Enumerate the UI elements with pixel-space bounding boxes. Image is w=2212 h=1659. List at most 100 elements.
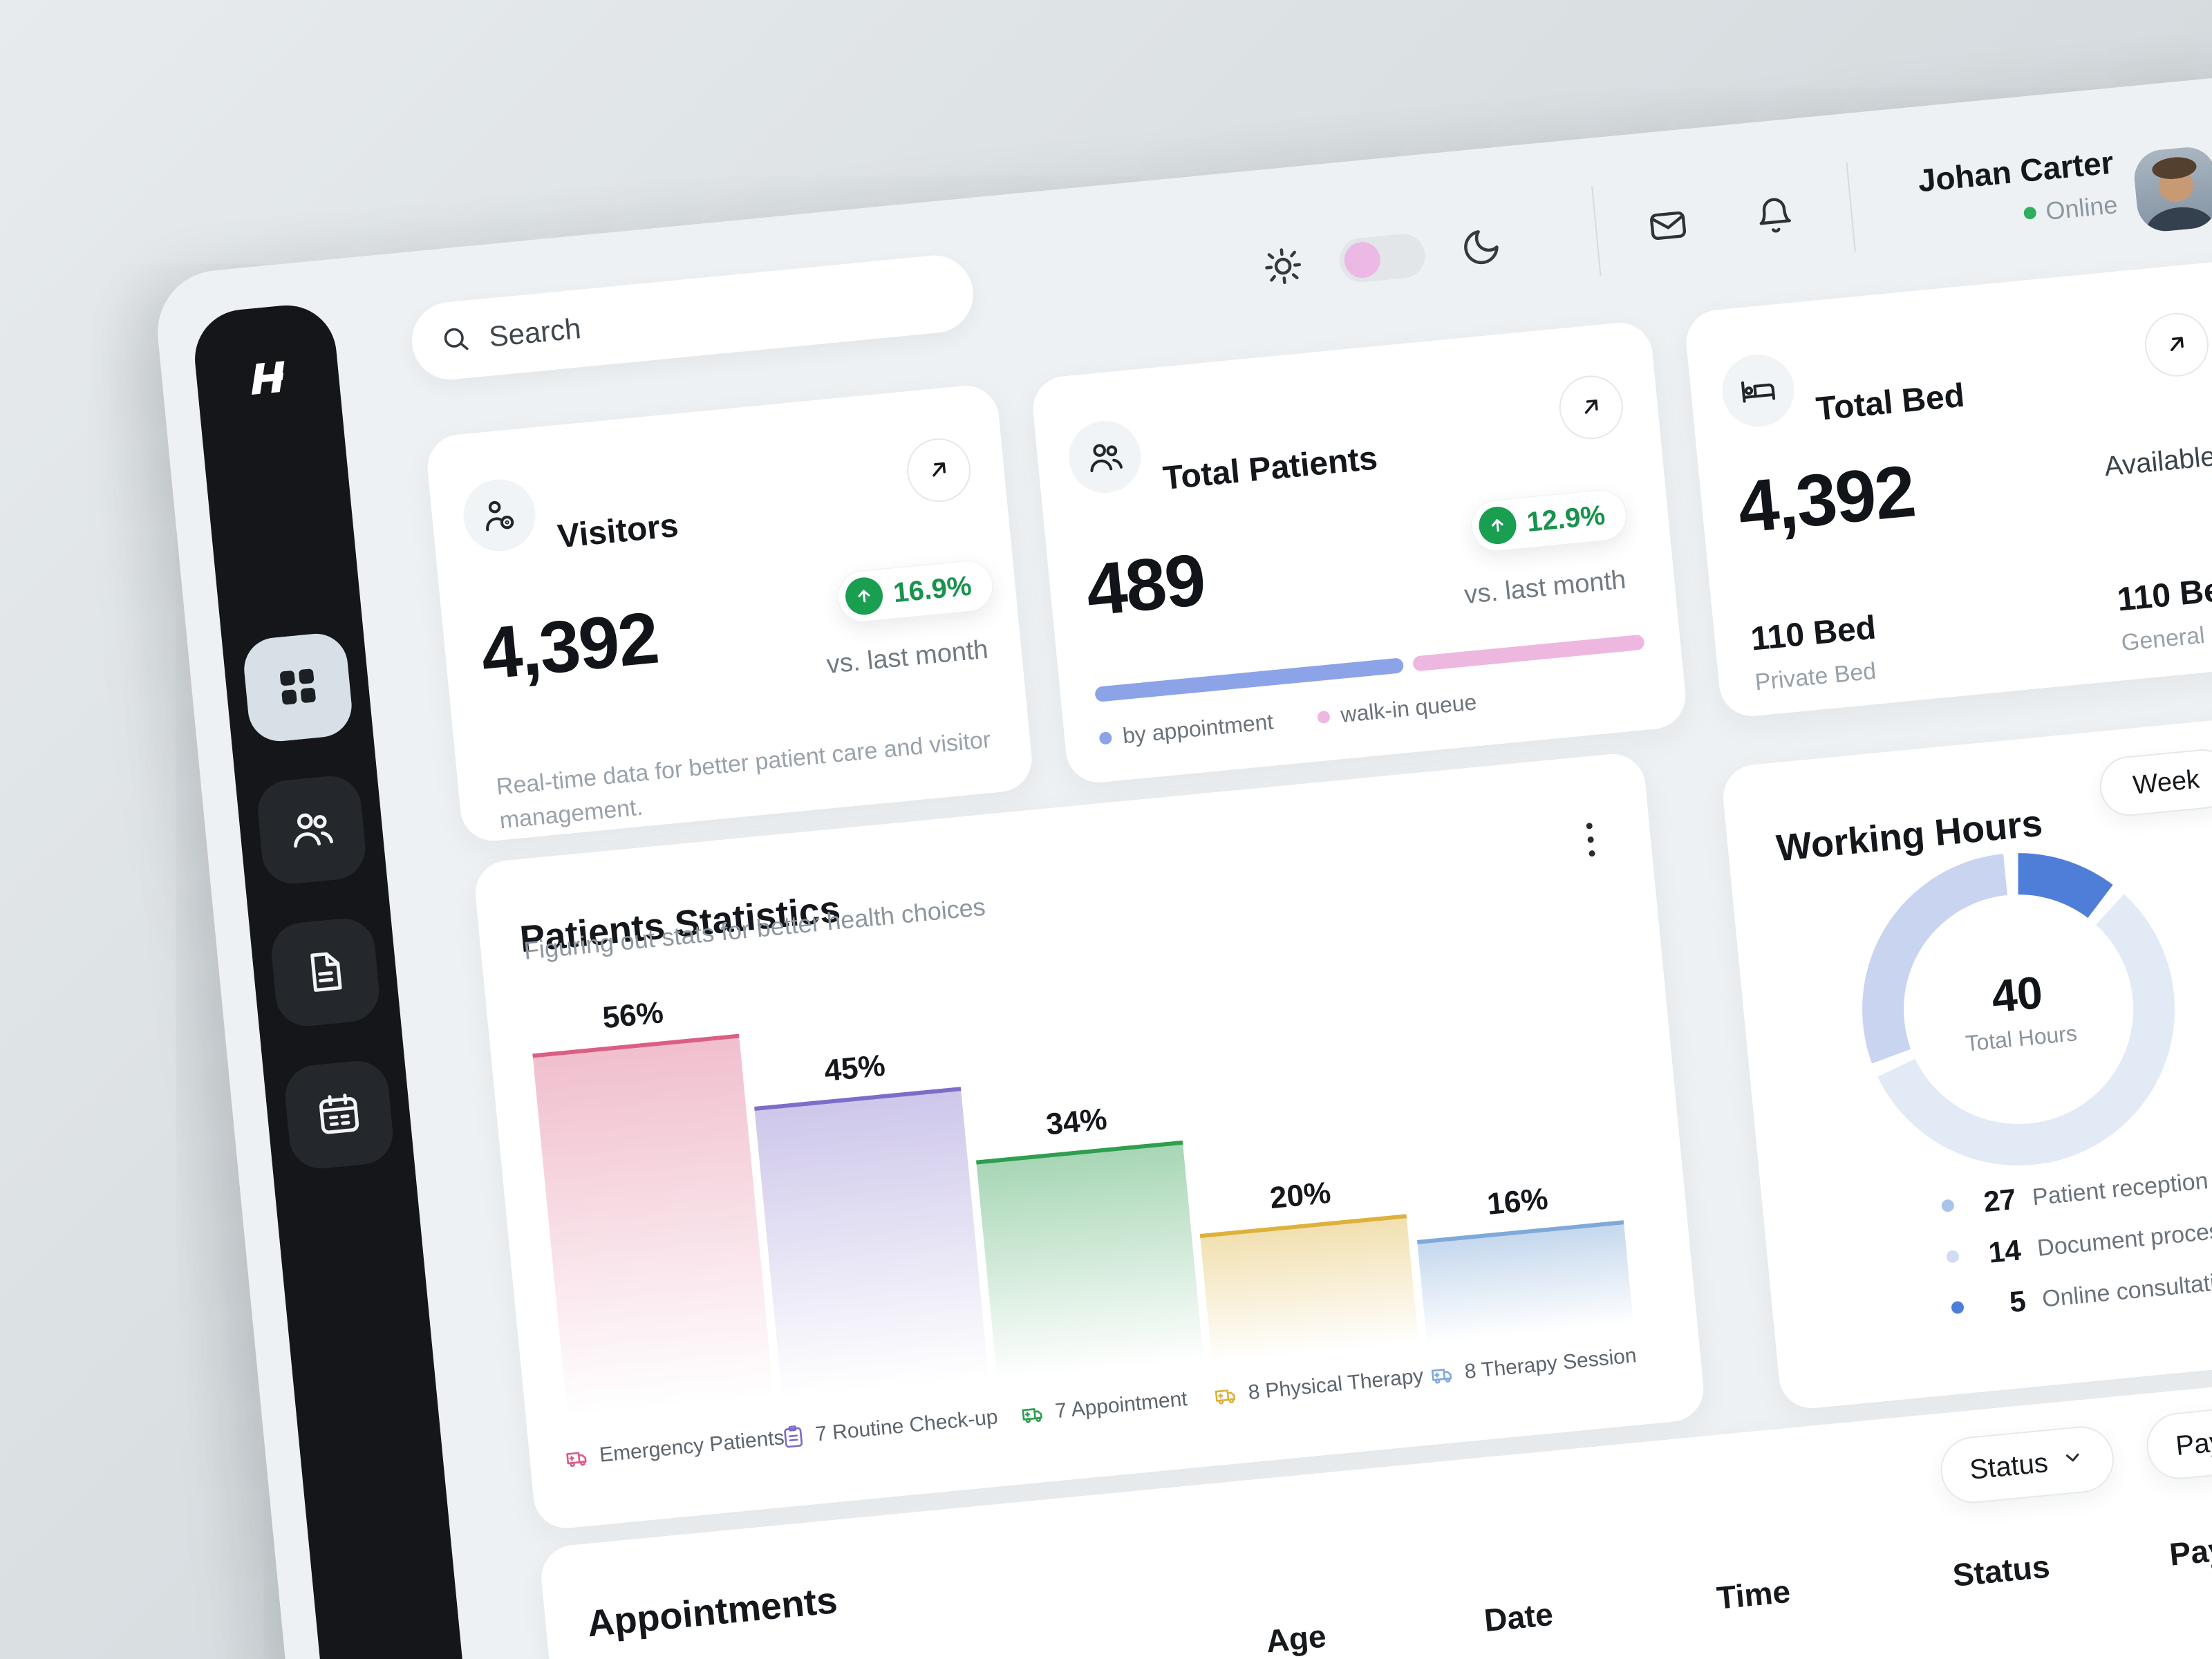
legend-label: Document processing bbox=[2036, 1213, 2212, 1262]
dashboard-grid-icon bbox=[272, 662, 322, 713]
search-input[interactable] bbox=[486, 276, 946, 355]
patients-icon bbox=[1065, 418, 1145, 496]
dashboard-app: Johan Carter Online Visitors bbox=[152, 31, 2212, 1659]
patients-progress-legend: by appointment walk-in queue bbox=[1098, 689, 1478, 751]
document-icon bbox=[300, 946, 350, 998]
legend-value: 5 bbox=[2007, 1284, 2027, 1319]
category-label: 8 Therapy Session bbox=[1463, 1344, 1638, 1384]
period-selector[interactable]: Week bbox=[2097, 747, 2212, 819]
legend-dot bbox=[1946, 1250, 1960, 1264]
total-bed-expand-button[interactable] bbox=[2141, 310, 2212, 379]
column-header-payment: Payment bbox=[2168, 1524, 2212, 1573]
pink-dot bbox=[1316, 710, 1331, 724]
sidebar-item-dashboard[interactable] bbox=[241, 630, 355, 744]
legend-by-appointment: by appointment bbox=[1098, 709, 1275, 751]
bar-fill bbox=[532, 1033, 776, 1431]
payment-filter-label: Payment bbox=[2174, 1420, 2212, 1461]
user-status-label: Online bbox=[2044, 190, 2119, 225]
divider bbox=[1591, 186, 1602, 276]
general-bed-stat: 110 Bed General Bed bbox=[2115, 568, 2212, 657]
blue-dot bbox=[1098, 731, 1113, 745]
calendar-icon bbox=[314, 1089, 364, 1141]
visitors-delta-note: vs. last month bbox=[825, 635, 990, 679]
chart-bar-appointment: 34% bbox=[976, 1102, 1205, 1390]
visitors-card: Visitors 4,392 16.9% vs. last month Real bbox=[424, 382, 1035, 844]
visitors-delta-value: 16.9% bbox=[892, 570, 973, 608]
visitors-value: 4,392 bbox=[477, 597, 662, 695]
legend-document-processing: 14 Document processing bbox=[1945, 1210, 2212, 1274]
bed-icon bbox=[1718, 351, 1798, 430]
theme-toggle[interactable] bbox=[1337, 232, 1427, 285]
patients-statistics-card: Patients Statistics Figuring out stats f… bbox=[472, 751, 1707, 1532]
payment-filter[interactable]: Payment bbox=[2144, 1396, 2212, 1482]
bar-value-label: 56% bbox=[601, 995, 665, 1035]
legend-walk-in-queue: walk-in queue bbox=[1316, 689, 1478, 730]
notifications-button[interactable] bbox=[1730, 171, 1820, 261]
ambulance-icon bbox=[1215, 1389, 1236, 1405]
sun-icon bbox=[1260, 243, 1306, 292]
appointments-title: Appointments bbox=[585, 1579, 839, 1645]
divider bbox=[1846, 162, 1856, 252]
chart-bar-routine: 45% bbox=[754, 1049, 991, 1411]
total-patients-expand-button[interactable] bbox=[1556, 373, 1626, 442]
bar-value-label: 45% bbox=[823, 1048, 887, 1088]
online-status-dot bbox=[2023, 206, 2037, 221]
bar-fill bbox=[754, 1087, 991, 1411]
search-icon bbox=[440, 323, 471, 358]
chart-bar-physical-therapy: 20% bbox=[1199, 1176, 1420, 1369]
legend-label: walk-in queue bbox=[1339, 689, 1478, 728]
chevron-down-icon bbox=[2060, 1443, 2086, 1477]
category-label: 7 Routine Check-up bbox=[814, 1405, 999, 1446]
more-options-button[interactable] bbox=[1578, 815, 1602, 864]
sidebar-item-patients[interactable] bbox=[254, 773, 368, 887]
logo-mark bbox=[251, 361, 284, 395]
sidebar-item-schedule[interactable] bbox=[282, 1058, 395, 1172]
private-bed-stat: 110 Bed Private Bed bbox=[1749, 608, 1881, 696]
legend-label: by appointment bbox=[1121, 709, 1275, 749]
visitors-title: Visitors bbox=[556, 507, 680, 556]
legend-label: Patient reception bbox=[2031, 1167, 2209, 1210]
chart-category-emergency: Emergency Patients bbox=[564, 1425, 785, 1471]
status-filter-label: Status bbox=[1968, 1447, 2050, 1485]
messages-button[interactable] bbox=[1623, 181, 1714, 272]
total-bed-title: Total Bed bbox=[1814, 377, 1967, 428]
total-patients-delta-value: 12.9% bbox=[1525, 499, 1606, 538]
chart-bar-therapy-session: 16% bbox=[1417, 1182, 1634, 1349]
column-header-time: Time bbox=[1715, 1573, 1792, 1616]
general-bed-value: 110 Bed bbox=[2115, 570, 2212, 619]
bar-fill bbox=[976, 1140, 1205, 1390]
kebab-icon bbox=[1586, 822, 1593, 830]
ambulance-icon bbox=[566, 1452, 587, 1468]
visitor-icon bbox=[460, 476, 539, 555]
column-header-status: Status bbox=[1951, 1548, 2052, 1593]
arrow-up-right-icon bbox=[923, 453, 955, 487]
users-icon bbox=[286, 804, 336, 856]
category-label: Emergency Patients bbox=[598, 1426, 786, 1467]
category-label: 7 Appointment bbox=[1053, 1387, 1188, 1423]
legend-patient-reception: 27 Patient reception bbox=[1940, 1159, 2212, 1223]
visitors-expand-button[interactable] bbox=[903, 435, 974, 505]
general-bed-label: General Bed bbox=[2120, 617, 2212, 657]
status-filter[interactable]: Status bbox=[1938, 1423, 2117, 1506]
total-hours-value: 40 bbox=[1989, 966, 2045, 1022]
total-patients-delta-note: vs. last month bbox=[1463, 565, 1627, 610]
column-header-age: Age bbox=[1264, 1618, 1328, 1659]
walk-in-segment bbox=[1412, 634, 1645, 672]
avatar[interactable] bbox=[2131, 144, 2212, 234]
chart-category-therapy-session: 8 Therapy Session bbox=[1429, 1343, 1638, 1388]
working-hours-legend: 27 Patient reception 14 Document process… bbox=[1940, 1159, 2212, 1324]
column-header-date: Date bbox=[1482, 1595, 1555, 1639]
bar-value-label: 20% bbox=[1268, 1175, 1333, 1216]
category-label: 8 Physical Therapy bbox=[1247, 1365, 1425, 1405]
arrow-up-right-icon bbox=[1575, 391, 1607, 424]
legend-value: 27 bbox=[1982, 1182, 2018, 1219]
search-bar bbox=[408, 252, 977, 384]
user-profile[interactable]: Johan Carter Online bbox=[1864, 143, 2119, 243]
legend-dot bbox=[1940, 1199, 1955, 1213]
sidebar-item-records[interactable] bbox=[268, 915, 382, 1029]
legend-online-consultations: 5 Online consultations bbox=[1950, 1261, 2212, 1324]
chart-category-appointment: 7 Appointment bbox=[1020, 1387, 1188, 1427]
working-hours-donut-chart: 40 Total Hours bbox=[1848, 838, 2189, 1180]
total-patients-value: 489 bbox=[1082, 538, 1208, 632]
